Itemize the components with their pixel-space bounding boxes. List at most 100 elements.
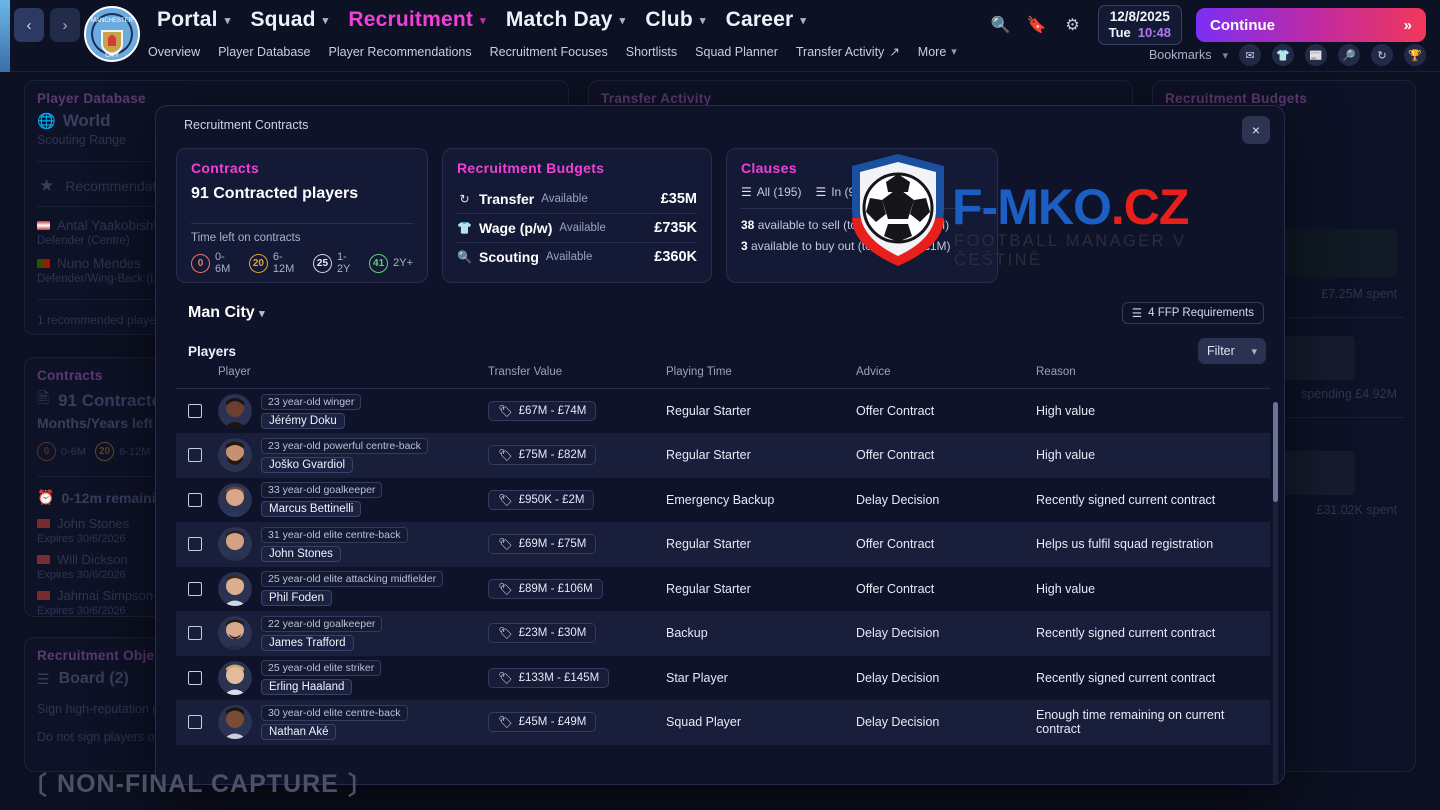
budget-row-transfer[interactable]: ↻ Transfer Available £35M (457, 185, 697, 214)
transfer-value-cell: 🏷 £950K - £2M (488, 478, 666, 523)
th-transfer-value[interactable]: Transfer Value (488, 366, 666, 389)
menu-club[interactable]: Club ▾ (636, 4, 714, 36)
flag-icon (37, 591, 50, 600)
player-name[interactable]: Nathan Aké (261, 723, 337, 740)
transfer-value-cell: 🏷 £75M - £82M (488, 433, 666, 478)
player-descriptor: 23 year-old powerful centre-back (261, 437, 428, 454)
ffp-requirements-button[interactable]: ☰ 4 FFP Requirements (1121, 302, 1264, 324)
trophy-icon[interactable]: 🏆 (1404, 44, 1426, 66)
bg-budget-line-1: spending £4.92M (1301, 387, 1397, 401)
player-name[interactable]: Marcus Bettinelli (261, 501, 362, 518)
subnav-player-database[interactable]: Player Database (218, 44, 311, 59)
menu-portal[interactable]: Portal ▾ (148, 4, 239, 36)
table-row[interactable]: 31 year-old elite centre-back John Stones… (176, 522, 1270, 567)
ring-1-2y-label: 1-2Y (336, 251, 351, 275)
playing-time-cell: Regular Starter (666, 404, 751, 418)
nav-forward-button[interactable]: › (50, 8, 80, 42)
recruitment-budgets-card: Recruitment Budgets ↻ Transfer Available… (442, 148, 712, 283)
subnav-transfer-activity[interactable]: Transfer Activity ↗ (796, 44, 900, 60)
search-icon[interactable]: 🔍 (990, 17, 1011, 35)
advice-cell: Delay Decision (856, 700, 1036, 745)
news-icon[interactable]: 📰 (1305, 44, 1327, 66)
flag-icon (37, 555, 50, 564)
reason-cell: Recently signed current contract (1036, 492, 1216, 507)
bookmarks-label[interactable]: Bookmarks (1148, 48, 1212, 62)
th-playing-time[interactable]: Playing Time (666, 366, 856, 389)
ring-6-12m-label: 6-12M (272, 251, 295, 275)
inbox-icon[interactable]: ✉ (1239, 44, 1261, 66)
kit-icon[interactable]: 👕 (1272, 44, 1294, 66)
filter-label: Filter (1207, 344, 1235, 358)
filter-button[interactable]: Filter ▾ (1198, 338, 1266, 364)
bg-contracts-title: Contracts (37, 368, 103, 383)
bookmark-icon[interactable]: 🔖 (1026, 17, 1047, 35)
th-advice[interactable]: Advice (856, 366, 1036, 389)
main-menu: Portal ▾ Squad ▾ Recruitment ▾ Match Day ▾ C… (148, 4, 815, 36)
player-name[interactable]: John Stones (261, 545, 341, 562)
menu-match-day[interactable]: Match Day ▾ (497, 4, 635, 36)
subnav-shortlists[interactable]: Shortlists (625, 44, 678, 59)
table-row[interactable]: 23 year-old winger Jérémy Doku 🏷 £67M - £7… (176, 389, 1270, 434)
row-checkbox[interactable] (188, 537, 202, 552)
player-cell: 25 year-old elite attacking midfielder Ph… (218, 567, 488, 612)
clauses-all[interactable]: ☰ All (195) (741, 185, 801, 199)
menu-career[interactable]: Career ▾ (717, 4, 815, 36)
player-name[interactable]: Joško Gvardiol (261, 456, 354, 473)
bg-ring-label: 0-6M (61, 445, 87, 458)
th-select (176, 366, 218, 389)
game-weekday: Tue (1108, 24, 1131, 40)
table-scrollbar[interactable] (1273, 402, 1278, 784)
refresh-icon[interactable]: ↻ (1371, 44, 1393, 66)
ring-1-2y-value: 25 (312, 253, 332, 273)
row-select-cell (176, 522, 218, 567)
top-right-controls: 🔍 🔖 ⚙ 12/8/2025 Tue 10:48 Continue » (990, 5, 1426, 46)
scout-icon[interactable]: 🔎 (1338, 44, 1360, 66)
team-selector[interactable]: Man City ▾ (188, 304, 265, 322)
budget-value: £735K (654, 220, 697, 236)
player-name[interactable]: Jérémy Doku (261, 412, 345, 429)
row-checkbox[interactable] (188, 448, 202, 463)
row-checkbox[interactable] (188, 492, 202, 507)
table-row[interactable]: 30 year-old elite centre-back Nathan Aké … (176, 700, 1270, 745)
continue-button[interactable]: Continue » (1196, 8, 1426, 43)
bg-objectives-title: Recruitment Objectives (37, 648, 195, 663)
table-row[interactable]: 23 year-old powerful centre-back Joško Gv… (176, 433, 1270, 478)
th-reason[interactable]: Reason (1036, 366, 1270, 389)
player-name[interactable]: Phil Foden (261, 590, 332, 607)
th-player[interactable]: Player (218, 366, 488, 389)
table-row[interactable]: 25 year-old elite attacking midfielder Ph… (176, 567, 1270, 612)
subnav-overview[interactable]: Overview (148, 44, 201, 59)
budget-row-scouting[interactable]: 🔍 Scouting Available £360K (457, 243, 697, 271)
subnav-more[interactable]: More ▾ (918, 45, 957, 59)
bg-expiring-date: Expires 30/6/2026 (37, 569, 126, 581)
chevron-down-icon[interactable]: ▾ (1222, 49, 1228, 62)
subnav-squad-planner[interactable]: Squad Planner (695, 44, 778, 59)
row-checkbox[interactable] (188, 581, 202, 596)
nav-back-button[interactable]: ‹ (14, 8, 44, 42)
subnav-player-recommendations[interactable]: Player Recommendations (328, 44, 472, 59)
row-checkbox[interactable] (188, 404, 202, 418)
game-date-box[interactable]: 12/8/2025 Tue 10:48 (1097, 5, 1182, 46)
player-name[interactable]: Erling Haaland (261, 679, 353, 696)
row-checkbox[interactable] (188, 626, 202, 641)
chevron-down-icon: ▾ (699, 14, 706, 27)
bg-expiring-date: Expires 30/6/2026 (37, 605, 126, 617)
contract-ring-group: 0 0-6M 20 6-12M 25 1-2Y 41 2Y+ (191, 251, 413, 275)
row-checkbox[interactable] (188, 670, 202, 685)
close-icon[interactable]: × (1242, 116, 1270, 144)
club-crest[interactable]: MANCHESTER CITY (84, 6, 140, 62)
row-checkbox[interactable] (188, 715, 202, 730)
flag-icon (37, 259, 50, 268)
table-row[interactable]: 22 year-old goalkeeper James Trafford 🏷 £2… (176, 611, 1270, 656)
gear-icon[interactable]: ⚙ (1065, 17, 1080, 35)
budget-row-wage[interactable]: 👕 Wage (p/w) Available £735K (457, 214, 697, 243)
menu-squad[interactable]: Squad ▾ (241, 4, 337, 36)
subnav-recruitment-focuses[interactable]: Recruitment Focuses (489, 44, 608, 59)
scrollbar-thumb[interactable] (1273, 402, 1278, 502)
table-row[interactable]: 33 year-old goalkeeper Marcus Bettinelli … (176, 478, 1270, 523)
player-name[interactable]: James Trafford (261, 634, 354, 651)
table-row[interactable]: 25 year-old elite striker Erling Haaland … (176, 656, 1270, 701)
menu-recruitment[interactable]: Recruitment ▾ (339, 4, 494, 36)
playing-time-cell: Regular Starter (666, 581, 751, 596)
